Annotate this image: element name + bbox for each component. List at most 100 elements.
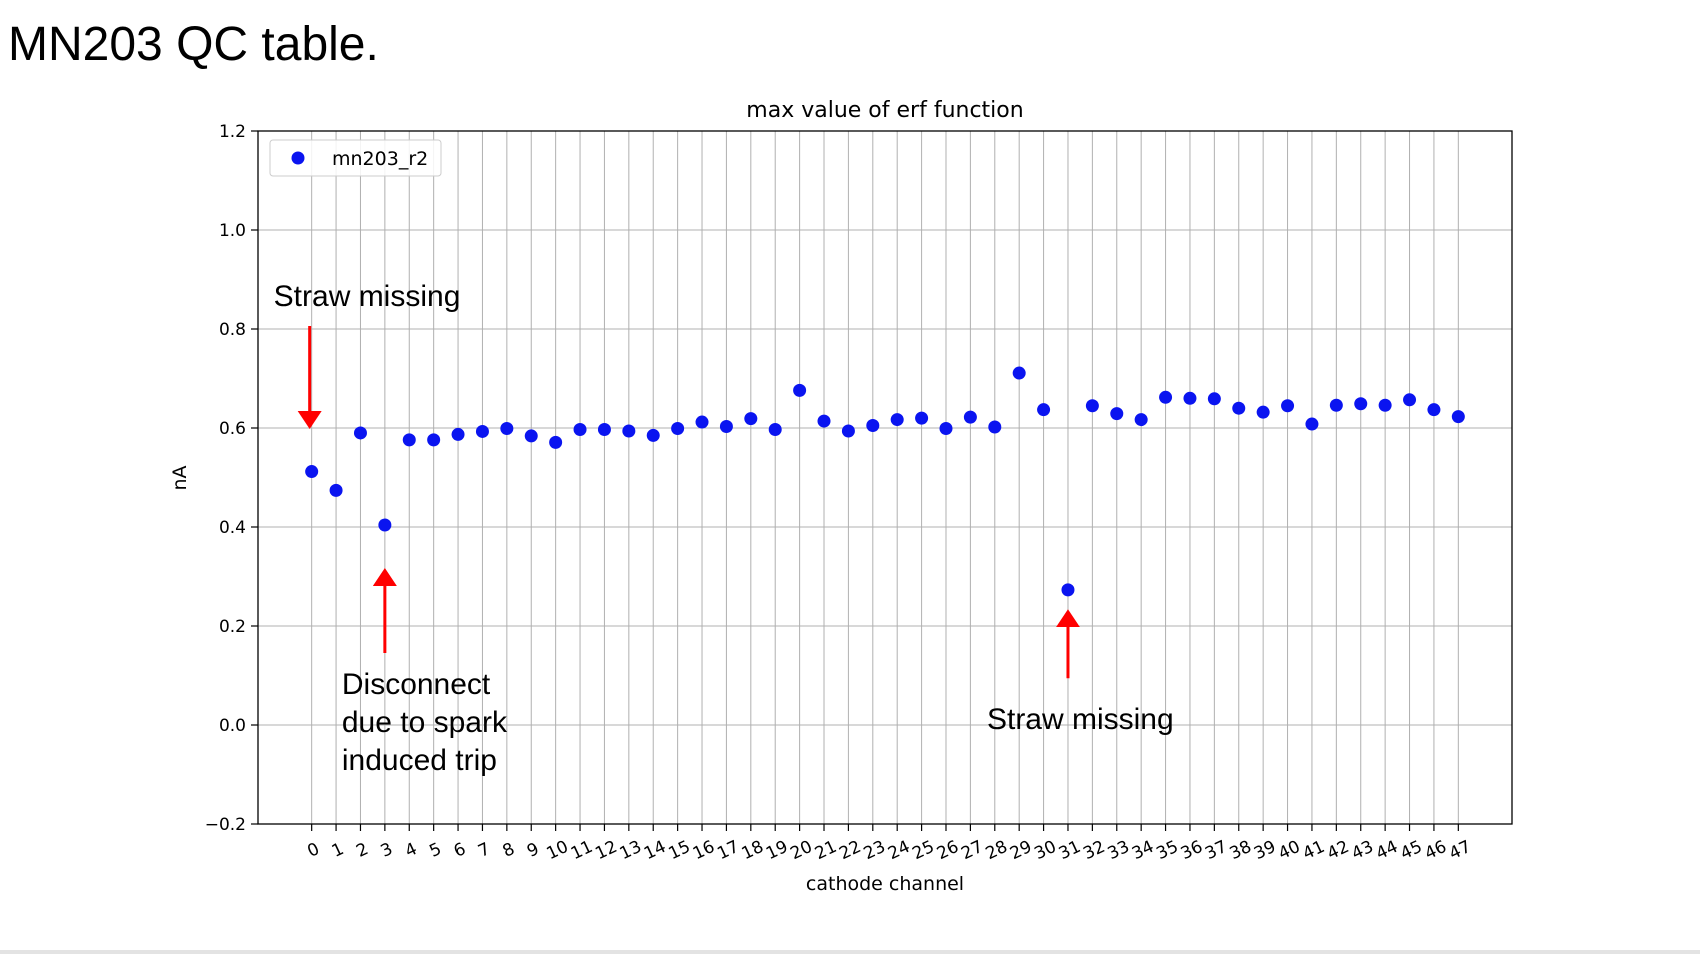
data-point [841,424,855,438]
data-point [1378,398,1392,412]
data-point [768,422,782,436]
x-tick-label: 36 [1178,837,1206,864]
data-point [793,383,807,397]
annotation-text: Disconnect [342,668,491,701]
data-point [646,428,660,442]
x-tick-label: 7 [475,839,493,862]
data-point [988,420,1002,434]
data-point [378,518,392,532]
annotation-text: Straw missing [274,280,461,313]
x-tick-label: 3 [378,839,396,862]
data-points [305,366,1465,597]
x-tick-label: 27 [958,837,986,864]
legend-label: mn203_r2 [332,148,428,170]
x-tick-label: 8 [500,839,518,862]
x-tick-label: 10 [543,837,571,864]
x-tick-label: 12 [592,837,620,864]
y-tick-label: 1.0 [219,221,246,241]
x-tick-label: 4 [402,839,420,862]
x-tick-label: 13 [617,837,645,864]
x-tick-label: 15 [665,837,693,864]
x-axis-label: cathode channel [806,873,964,895]
data-point [939,421,953,435]
data-point [817,414,831,428]
legend: mn203_r2 [269,139,442,177]
data-point [1085,399,1099,413]
data-point [1110,407,1124,421]
annotation-text: due to spark [342,706,508,739]
x-tick-label: 45 [1397,837,1425,864]
data-point [1427,403,1441,417]
x-tick-label: 25 [909,837,937,864]
data-point [1012,366,1026,380]
data-point [402,433,416,447]
plot-frame [257,130,1513,825]
x-tick-label: 37 [1202,837,1230,864]
x-tick-label: 18 [739,837,767,864]
data-point [353,426,367,440]
annotation-text: Straw missing [987,703,1174,736]
x-tick-label: 19 [763,837,791,864]
x-tick-label: 6 [451,839,469,862]
data-point [695,415,709,429]
x-tick-label: 38 [1227,837,1255,864]
x-axis: 0 1 2 3 4 5 6 7 8 9 101112131415161718192021222324… [304,824,1474,864]
x-tick-label: 43 [1349,837,1377,864]
data-point [866,419,880,433]
x-tick-label: 41 [1300,837,1328,864]
x-tick-label: 23 [861,837,889,864]
x-tick-label: 0 [304,839,322,862]
x-tick-label: 28 [983,837,1011,864]
y-tick-label: 0.0 [219,716,246,736]
x-tick-label: 44 [1373,837,1401,864]
x-tick-label: 22 [836,837,864,864]
x-tick-label: 1 [329,839,347,862]
y-axis: −0.2 0.0 0.2 0.4 0.6 0.8 1.0 1.2 [205,122,258,835]
data-point [305,465,319,479]
x-tick-label: 5 [426,839,444,862]
data-point [1256,405,1270,419]
data-point [1134,413,1148,427]
x-tick-label: 9 [524,839,542,862]
data-point [1183,391,1197,405]
data-point [1159,390,1173,404]
data-point [1329,398,1343,412]
annotations: Straw missing Disconnect due to spark induc… [274,280,1174,777]
data-point [1207,392,1221,406]
data-point [915,411,929,425]
x-tick-label: 42 [1324,837,1352,864]
annotation-text: induced trip [342,744,497,777]
data-point [963,410,977,424]
data-point [890,413,904,427]
data-point [744,412,758,426]
x-tick-label: 35 [1153,837,1181,864]
data-point [622,424,636,438]
x-tick-label: 33 [1105,837,1133,864]
x-tick-label: 47 [1446,837,1474,864]
x-tick-label: 11 [568,837,596,864]
x-tick-label: 21 [812,837,840,864]
x-tick-label: 20 [787,837,815,864]
data-point [719,420,733,434]
x-tick-label: 17 [714,837,742,864]
legend-box [269,139,442,177]
x-tick-label: 29 [1007,837,1035,864]
y-axis-label: nA [169,465,191,490]
y-tick-label: 0.8 [219,320,246,340]
y-tick-label: 0.4 [219,518,246,538]
data-point [1037,403,1051,417]
legend-marker [291,151,305,165]
data-point [500,421,514,435]
y-tick-label: 1.2 [219,122,246,142]
x-tick-label: 16 [690,837,718,864]
data-point [573,422,587,436]
x-tick-label: 31 [1056,837,1084,864]
data-point [524,429,538,443]
data-point [671,421,685,435]
chart-title: max value of erf function [746,98,1023,123]
grid-lines [258,130,1512,825]
x-tick-label: 30 [1031,837,1059,864]
data-point [1451,410,1465,424]
x-tick-label: 46 [1422,837,1450,864]
